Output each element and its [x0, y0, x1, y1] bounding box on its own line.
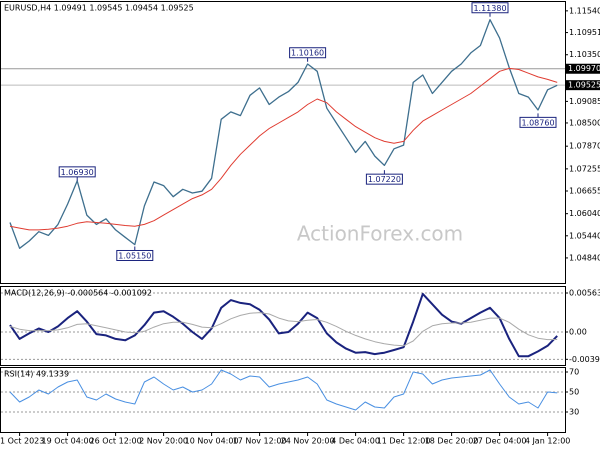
y-tick-label: 1.07255	[569, 164, 600, 173]
y-tick-label: 1.11540	[569, 6, 600, 15]
y-tick-label: 1.10350	[569, 50, 600, 59]
macd-panel-frame	[0, 286, 566, 366]
series-line	[9, 369, 558, 411]
series-line	[9, 19, 558, 249]
y-tick-label: 0.005635	[569, 288, 600, 297]
panel-title: RSI(14) 49.1339	[4, 370, 69, 379]
y-tick-label: 0.00	[569, 327, 587, 336]
x-tick-label: 24 Nov 20:00	[281, 437, 335, 446]
y-tick-label: 50	[569, 388, 579, 397]
annotation-box	[116, 249, 154, 261]
price-panel-frame	[0, 1, 566, 284]
annotation-label: 1.07220	[368, 175, 401, 184]
y-tick-label: -0.003949	[569, 355, 600, 364]
x-tick-label: 11 Oct 2023	[0, 437, 44, 446]
annotation-box	[471, 2, 509, 14]
level-label: 1.09970	[568, 64, 600, 73]
y-tick-label: 30	[569, 408, 579, 417]
y-tick-label: 1.09085	[569, 97, 600, 106]
annotation-box	[365, 173, 403, 185]
x-tick-label: 27 Dec 04:00	[473, 437, 527, 446]
x-tick-label: 17 Nov 12:00	[233, 437, 287, 446]
y-tick-label: 1.07870	[569, 142, 600, 151]
x-tick-label: 18 Dec 20:00	[425, 437, 479, 446]
x-tick-label: 4 Dec 04:00	[331, 437, 380, 446]
level-label: 1.09525	[568, 81, 600, 90]
watermark: ActionForex.com	[297, 222, 463, 246]
y-tick-label: 1.05440	[569, 231, 600, 240]
annotation-label: 1.06930	[61, 168, 94, 177]
x-tick-label: 2 Nov 20:00	[139, 437, 188, 446]
y-tick-label: 1.08500	[569, 118, 600, 127]
annotation-box	[58, 166, 96, 178]
level-label-box	[566, 63, 600, 74]
y-tick-label: 1.04840	[569, 253, 600, 262]
annotation-label: 1.11380	[473, 4, 506, 13]
series-line	[9, 67, 558, 231]
x-tick-label: 26 Oct 12:00	[90, 437, 142, 446]
panel-title: EURUSD,H4 1.09491 1.09545 1.09454 1.0952…	[4, 4, 194, 13]
annotation-label: 1.10160	[291, 49, 324, 58]
y-tick-label: 1.10951	[569, 28, 600, 37]
series-line	[9, 312, 558, 347]
series-line	[9, 292, 558, 358]
rsi-panel-frame	[0, 367, 566, 433]
annotation-box	[519, 116, 557, 128]
x-tick-label: 10 Nov 04:00	[185, 437, 239, 446]
x-tick-label: 19 Oct 04:00	[42, 437, 94, 446]
annotation-label: 1.05150	[118, 251, 151, 260]
y-tick-label: 70	[569, 368, 579, 377]
annotation-box	[289, 47, 327, 59]
y-tick-label: 1.06040	[569, 209, 600, 218]
x-tick-label: 11 Dec 12:00	[377, 437, 431, 446]
annotation-label: 1.08760	[521, 118, 554, 127]
panel-title: MACD(12,26,9) -0.000564 -0.001092	[4, 289, 152, 298]
x-tick-label: 4 Jan 12:00	[525, 437, 571, 446]
y-tick-label: 1.06655	[569, 186, 600, 195]
level-label-box	[566, 80, 600, 91]
